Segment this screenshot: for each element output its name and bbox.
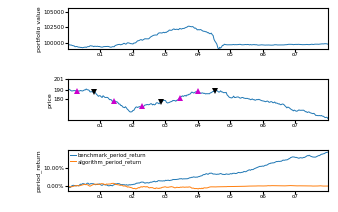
Line: benchmark_period_return: benchmark_period_return <box>68 152 328 188</box>
algorithm_period_return <box>111 182 115 185</box>
algorithm_period_return <box>228 185 232 188</box>
benchmark_period_return <box>283 159 287 161</box>
benchmark_period_return <box>215 173 219 176</box>
benchmark_period_return <box>67 187 71 189</box>
algorithm_period_return <box>66 185 70 188</box>
algorithm_period_return <box>284 184 288 187</box>
benchmark_period_return <box>227 173 231 176</box>
benchmark_period_return <box>326 151 330 153</box>
Line: algorithm_period_return: algorithm_period_return <box>68 183 328 189</box>
benchmark_period_return <box>192 176 196 178</box>
algorithm_period_return <box>192 187 196 189</box>
benchmark_period_return <box>106 185 111 187</box>
algorithm_period_return <box>106 183 110 186</box>
Y-axis label: portfolio value: portfolio value <box>37 6 42 52</box>
benchmark_period_return <box>281 159 285 161</box>
benchmark_period_return <box>66 186 70 188</box>
Y-axis label: price: price <box>47 92 52 107</box>
algorithm_period_return <box>282 185 286 187</box>
Y-axis label: period_return: period_return <box>36 149 42 192</box>
algorithm_period_return <box>196 188 200 190</box>
algorithm_period_return <box>326 185 330 187</box>
Legend: benchmark_period_return, algorithm_period_return: benchmark_period_return, algorithm_perio… <box>69 151 147 166</box>
algorithm_period_return <box>216 186 220 188</box>
